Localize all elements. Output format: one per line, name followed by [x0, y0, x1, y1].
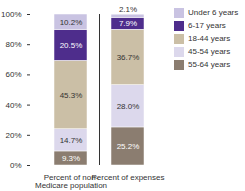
svg-text:14.7%: 14.7%	[60, 136, 83, 145]
svg-text:20%: 20%	[5, 131, 21, 140]
svg-text:40%: 40%	[5, 101, 21, 110]
svg-text:2.1%: 2.1%	[119, 5, 137, 14]
svg-text:10.2%: 10.2%	[60, 18, 83, 27]
html-text:55-64 years: 55-64 years	[188, 60, 231, 69]
html-text:6-17 years: 6-17 years	[188, 21, 226, 30]
svg-text:0%: 0%	[10, 161, 22, 170]
svg-text:7.9%: 7.9%	[119, 19, 137, 28]
svg-text:Percent of expenses: Percent of expenses	[92, 173, 165, 182]
html-text:Under 6 years: Under 6 years	[188, 8, 239, 17]
svg-text:28.0%: 28.0%	[117, 102, 140, 111]
html-text:Percent of non-: Percent of non-	[43, 173, 99, 183]
svg-text:25.2%: 25.2%	[117, 142, 140, 151]
html-text:45-54 years: 45-54 years	[188, 47, 231, 56]
svg-text:60%: 60%	[5, 70, 21, 79]
svg-text:100%: 100%	[1, 10, 21, 19]
svg-text:80%: 80%	[5, 40, 21, 49]
html-text:Medicare population: Medicare population	[35, 181, 107, 191]
svg-text:45.3%: 45.3%	[60, 91, 83, 100]
svg-text:20.5%: 20.5%	[60, 41, 83, 50]
svg-text:9.3%: 9.3%	[62, 154, 80, 163]
html-text:18-44 years: 18-44 years	[188, 34, 231, 43]
svg-text:36.7%: 36.7%	[117, 53, 140, 62]
